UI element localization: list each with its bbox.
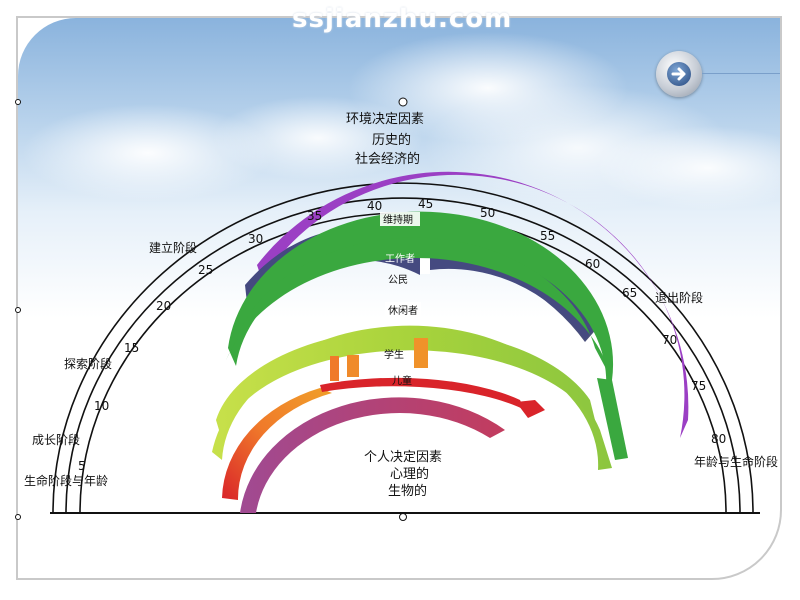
role-label-leisurite: 休闲者 [388, 304, 418, 317]
age-label-25: 25 [198, 263, 213, 277]
age-label-65: 65 [622, 286, 637, 300]
socioeconomic-label: 社会经济的 [355, 151, 420, 167]
age-label-10: 10 [94, 399, 109, 413]
psychological-label: 心理的 [390, 466, 429, 482]
role-label-child: 儿童 [392, 374, 412, 387]
age-label-80: 80 [711, 432, 726, 446]
stage-label-decline: 退出阶段 [655, 290, 703, 305]
stage-label-explore: 探索阶段 [64, 356, 112, 371]
stage-label-age-life-stage: 年龄与生命阶段 [694, 454, 778, 469]
arrow-right-icon [667, 62, 691, 86]
stage-label-life-stage-age: 生命阶段与年龄 [24, 473, 108, 488]
age-label-20: 20 [156, 299, 171, 313]
age-label-75: 75 [691, 379, 706, 393]
outer-arc-2 [65, 197, 741, 514]
next-slide-button[interactable] [656, 51, 702, 97]
role-label-maintainer: 维持期 [383, 213, 413, 226]
biological-label: 生物的 [388, 483, 427, 499]
age-label-5: 5 [78, 459, 86, 473]
personal-determinants-label: 个人决定因素 [364, 450, 442, 465]
anchor-top [398, 97, 408, 107]
outer-arc-1 [52, 182, 754, 514]
age-label-30: 30 [248, 232, 263, 246]
role-band-student [222, 388, 332, 500]
environmental-determinants-label: 环境决定因素 [346, 112, 424, 127]
stage-label-establish: 建立阶段 [149, 240, 197, 255]
watermark: ssjianzhu.com [292, 4, 513, 34]
role-label-student: 学生 [384, 348, 404, 361]
age-label-70: 70 [662, 333, 677, 347]
sky-background [18, 18, 780, 318]
role-band-child [240, 397, 505, 513]
anchor-bottom [399, 513, 407, 521]
stage-label-growth: 成长阶段 [32, 432, 80, 447]
age-label-45: 45 [418, 197, 433, 211]
age-label-40: 40 [367, 199, 382, 213]
role-label-citizen: 公民 [388, 274, 408, 286]
nav-connector-line [702, 73, 780, 74]
historical-label: 历史的 [372, 132, 411, 148]
role-label-worker: 工作者 [385, 253, 415, 265]
age-label-50: 50 [480, 206, 495, 220]
age-label-15: 15 [124, 341, 139, 355]
age-label-55: 55 [540, 229, 555, 243]
age-label-35: 35 [307, 209, 322, 223]
age-label-60: 60 [585, 257, 600, 271]
